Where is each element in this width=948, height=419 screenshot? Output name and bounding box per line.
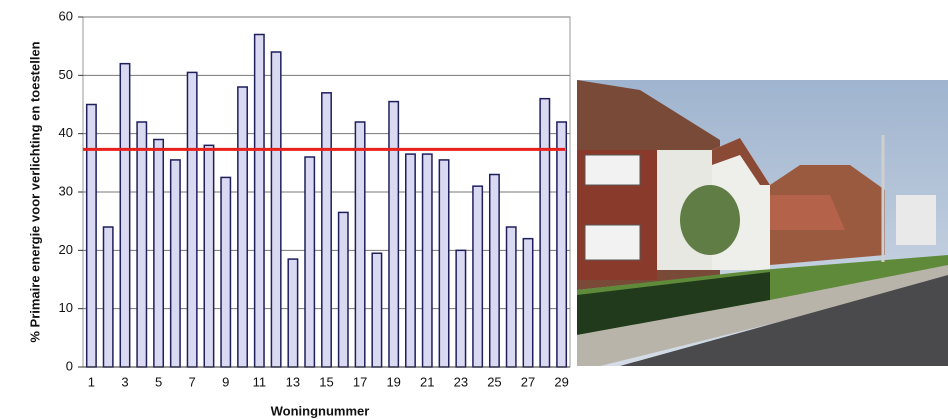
bar (505, 226, 517, 368)
window (584, 154, 641, 186)
window (584, 224, 641, 261)
photo (577, 80, 948, 366)
bar (438, 159, 450, 368)
x-tick-label: 27 (521, 374, 535, 389)
bar (237, 86, 248, 368)
x-tick-label: 3 (121, 374, 128, 389)
bar (421, 153, 433, 368)
bar (522, 237, 534, 368)
x-tick-label: 13 (286, 374, 300, 389)
bar (85, 103, 97, 368)
x-tick-label: 5 (155, 374, 162, 389)
bar (102, 226, 114, 368)
y-tick-label: 0 (66, 358, 73, 373)
x-tick-label: 15 (319, 374, 333, 389)
x-tick-label: 11 (253, 374, 267, 389)
x-tick-label: 21 (420, 374, 434, 389)
y-tick-label: 40 (59, 125, 73, 140)
y-tick-label: 10 (59, 300, 73, 315)
bar (119, 62, 131, 368)
y-tick-label: 30 (59, 183, 73, 198)
bar (169, 159, 181, 368)
far-house-white (896, 195, 936, 245)
x-tick-label: 1 (88, 374, 95, 389)
gable-roof (712, 138, 770, 185)
bar (253, 33, 265, 368)
bar (220, 176, 232, 368)
bar (371, 252, 383, 368)
bar (472, 185, 484, 368)
x-tick-label: 19 (386, 374, 400, 389)
bar (136, 121, 148, 368)
x-tick-label: 9 (222, 374, 229, 389)
x-tick-label: 25 (487, 374, 501, 389)
bar (388, 100, 400, 368)
bar (354, 121, 366, 368)
sidewalk (577, 265, 948, 366)
y-tick-label: 60 (59, 8, 73, 23)
bar (539, 97, 551, 368)
hedge (577, 272, 770, 335)
x-tick-label: 7 (189, 374, 196, 389)
tree (680, 185, 740, 255)
bar (488, 173, 500, 368)
bar (153, 138, 165, 368)
road (620, 275, 948, 366)
far-roof (770, 195, 845, 230)
bar (455, 249, 467, 368)
bar (321, 92, 332, 368)
y-tick-label: 20 (59, 242, 73, 257)
bar (270, 51, 282, 368)
x-axis-label: Woningnummer (271, 403, 370, 418)
bar (304, 156, 316, 368)
bar (337, 211, 349, 368)
bar (186, 71, 198, 368)
bar (405, 153, 416, 368)
y-tick-label: 50 (59, 67, 73, 82)
bar (556, 121, 568, 368)
x-tick-label: 17 (353, 374, 367, 389)
bar (203, 144, 215, 368)
bar (287, 258, 299, 368)
y-axis-label: % Primaire energie voor verlichting en t… (27, 41, 42, 342)
x-tick-label: 29 (554, 374, 568, 389)
x-tick-label: 23 (454, 374, 468, 389)
